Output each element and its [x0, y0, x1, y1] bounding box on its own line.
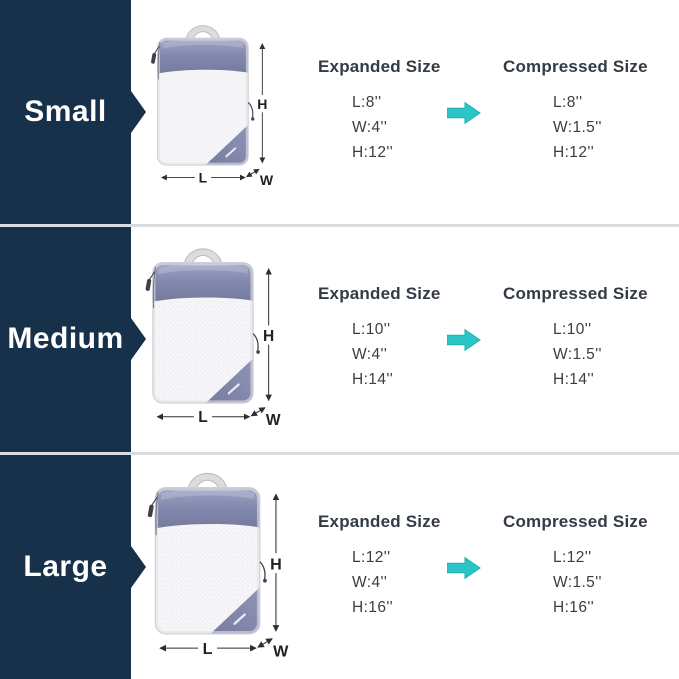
dimension-annotations: H L W	[159, 493, 289, 660]
compressed-size-block: Compressed Size L:12'' W:1.5'' H:16''	[503, 512, 663, 620]
bag-figure-medium: H L W	[140, 237, 286, 430]
brand-logo	[227, 383, 240, 395]
height-label: H	[263, 328, 274, 345]
packing-cube-illustration: H L W	[147, 472, 289, 660]
packing-cube-illustration: H L W	[151, 25, 274, 188]
size-banner-medium: Medium	[0, 227, 131, 452]
compressed-height: H:12''	[553, 144, 595, 161]
compressed-length: L:12''	[553, 548, 592, 566]
compress-arrow-icon	[447, 556, 481, 579]
compressed-height: H:16''	[553, 598, 595, 616]
compressed-size-title: Compressed Size	[503, 511, 648, 531]
banner-pointer-icon	[131, 91, 146, 134]
expanded-size-title: Expanded Size	[318, 57, 441, 76]
compression-zipper-pull	[259, 560, 266, 580]
length-label: L	[199, 169, 208, 185]
expanded-width: W:4''	[352, 119, 388, 136]
compressed-width: W:1.5''	[553, 346, 602, 364]
bag-figure-large: H L W	[142, 461, 294, 662]
expanded-size-block: Expanded Size L:12'' W:4'' H:16''	[318, 512, 478, 620]
size-banner-small: Small	[0, 0, 131, 225]
width-label: W	[266, 412, 281, 429]
expanded-size-title: Expanded Size	[318, 511, 441, 531]
brand-logo	[225, 147, 237, 158]
length-label: L	[203, 639, 213, 657]
size-banner-large: Large	[0, 454, 131, 679]
compression-zipper-pull	[247, 102, 254, 119]
width-label: W	[260, 172, 274, 188]
expanded-size-title: Expanded Size	[318, 284, 441, 304]
banner-pointer-icon	[131, 318, 146, 361]
bag-top-panel	[157, 38, 249, 74]
expanded-size-block: Expanded Size L:8'' W:4'' H:12''	[318, 57, 478, 165]
compression-zipper-pull	[252, 333, 259, 352]
height-label: H	[257, 96, 267, 112]
expanded-width: W:4''	[352, 346, 388, 364]
expanded-height: H:16''	[352, 598, 394, 616]
expanded-length: L:12''	[352, 548, 391, 566]
zipper-cord	[153, 46, 160, 55]
banner-pointer-icon	[131, 545, 146, 588]
expanded-height: H:14''	[352, 371, 394, 389]
row-small: Small	[0, 0, 679, 225]
zipper-pull	[151, 52, 157, 64]
bag-top-panel	[152, 262, 254, 303]
bag-body	[151, 37, 255, 166]
compressed-length: L:8''	[553, 94, 583, 111]
row-medium: Medium	[0, 224, 679, 452]
expanded-length: L:10''	[352, 321, 391, 339]
expanded-size-block: Expanded Size L:10'' W:4'' H:14''	[318, 284, 478, 392]
dimension-annotations: H L W	[156, 268, 281, 429]
compress-arrow-icon	[447, 329, 481, 352]
expanded-height: H:12''	[352, 144, 394, 161]
compressed-size-block: Compressed Size L:8'' W:1.5'' H:12''	[503, 57, 663, 165]
zipper-track	[155, 491, 159, 535]
expanded-width: W:4''	[352, 573, 388, 591]
dimension-annotations: H L W	[160, 43, 274, 188]
zipper-cord	[148, 271, 156, 281]
compressed-size-title: Compressed Size	[503, 284, 648, 304]
zipper-track	[152, 267, 157, 309]
length-label: L	[198, 410, 207, 427]
zipper-cord	[151, 496, 158, 506]
expanded-length: L:8''	[352, 94, 382, 111]
bag-corner-panel	[205, 358, 254, 404]
size-label: Small	[24, 95, 107, 129]
compressed-length: L:10''	[553, 321, 592, 339]
compressed-height: H:14''	[553, 371, 595, 389]
compressed-width: W:1.5''	[553, 573, 602, 591]
zipper-track	[157, 42, 161, 80]
zipper-pull	[147, 504, 154, 517]
compress-arrow-icon	[447, 101, 481, 125]
brand-logo	[233, 613, 246, 625]
compressed-size-title: Compressed Size	[503, 57, 648, 76]
size-label: Large	[23, 549, 108, 583]
bag-top-panel	[155, 487, 260, 529]
zipper-pull	[145, 279, 152, 292]
bag-figure-small: H L W	[146, 15, 278, 190]
compressed-width: W:1.5''	[553, 119, 602, 136]
row-large: Large	[0, 451, 679, 679]
bag-body	[145, 262, 260, 404]
size-label: Medium	[7, 322, 124, 356]
bag-body	[147, 486, 267, 635]
width-label: W	[273, 642, 289, 660]
packing-cube-illustration: H L W	[145, 248, 281, 429]
compressed-size-block: Compressed Size L:10'' W:1.5'' H:14''	[503, 284, 663, 392]
height-label: H	[270, 555, 282, 573]
